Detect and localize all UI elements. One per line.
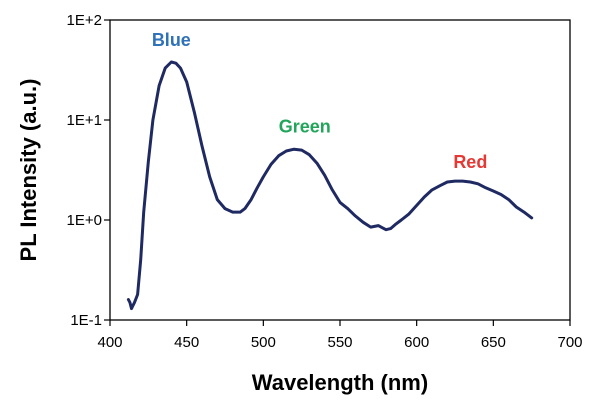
x-axis-ticks: 400 450 500 550 600 650 700 bbox=[97, 320, 583, 351]
x-tick-label: 700 bbox=[557, 334, 582, 351]
x-tick-label: 400 bbox=[97, 334, 122, 351]
y-tick-label: 1E+2 bbox=[67, 12, 102, 29]
annotation-blue: Blue bbox=[152, 30, 191, 50]
y-tick-label: 1E+0 bbox=[67, 212, 102, 229]
series-line bbox=[126, 60, 534, 311]
annotation-green: Green bbox=[279, 116, 331, 136]
annotation-red: Red bbox=[453, 152, 487, 172]
y-axis-title: PL Intensity (a.u.) bbox=[16, 79, 41, 262]
x-tick-label: 450 bbox=[174, 334, 199, 351]
x-tick-label: 600 bbox=[404, 334, 429, 351]
x-tick-label: 500 bbox=[251, 334, 276, 351]
x-axis-title: Wavelength (nm) bbox=[252, 370, 428, 395]
y-axis-ticks: 1E-1 1E+0 1E+1 1E+2 bbox=[67, 12, 110, 329]
y-tick-label: 1E+1 bbox=[67, 112, 102, 129]
y-tick-label: 1E-1 bbox=[70, 312, 102, 329]
peak-annotations: Blue Green Red bbox=[152, 30, 488, 172]
x-tick-label: 550 bbox=[327, 334, 352, 351]
x-tick-label: 650 bbox=[481, 334, 506, 351]
